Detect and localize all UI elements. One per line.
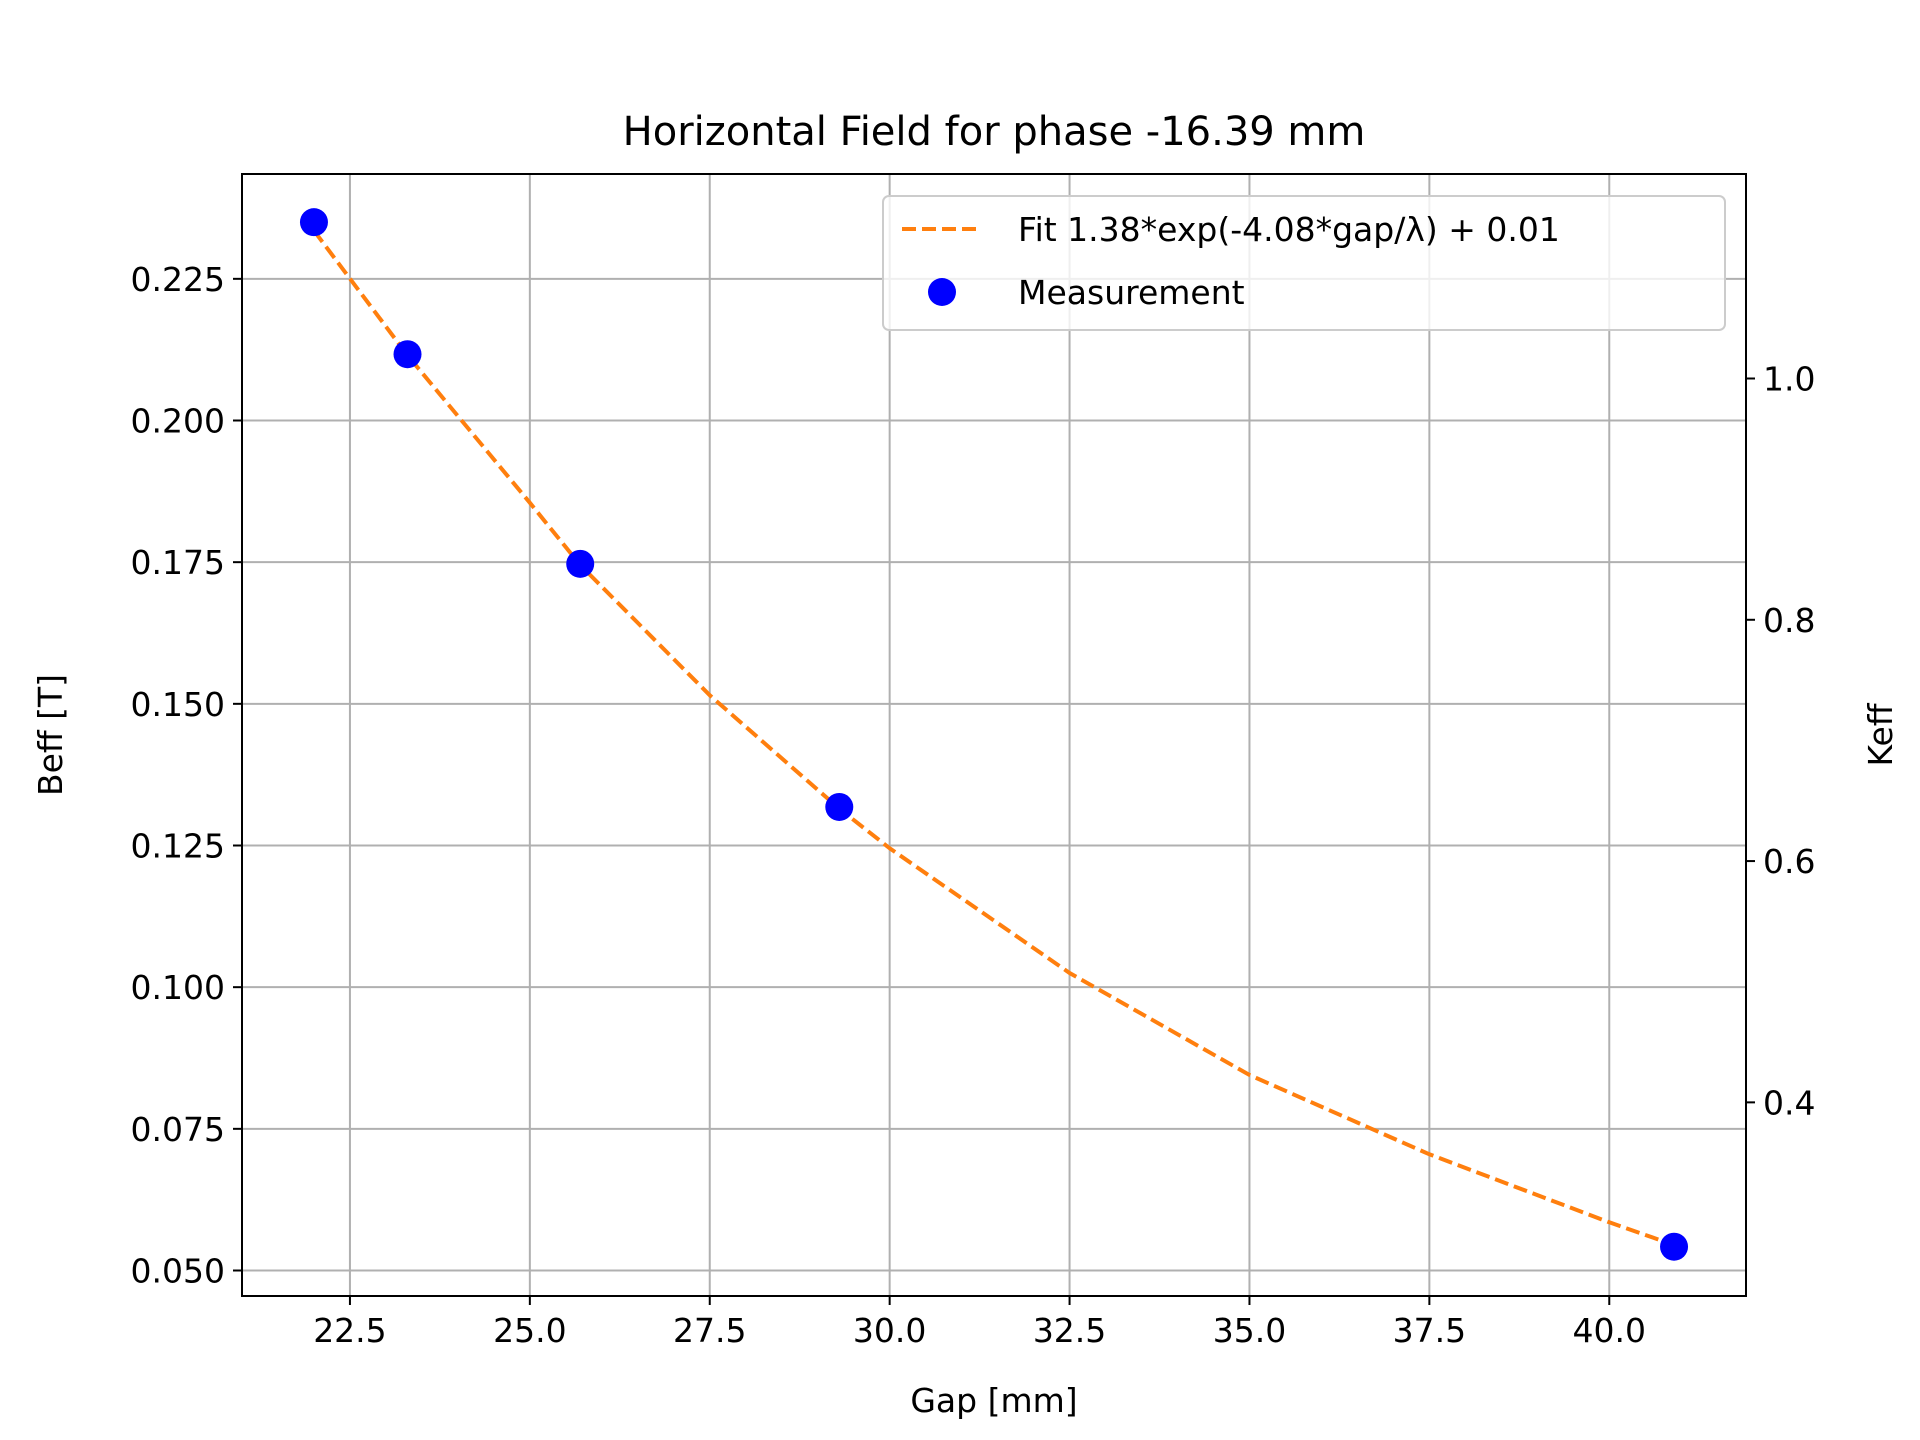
y-tick-label: 0.225 xyxy=(131,260,225,299)
x-axis-ticks: 22.5 25.0 27.5 30.0 32.5 35.0 37.5 40.0 xyxy=(313,1296,1646,1350)
y2-tick-label: 0.8 xyxy=(1763,601,1815,640)
axes-frame xyxy=(241,173,1747,1297)
measurement-point xyxy=(393,340,422,369)
x-tick-label: 25.0 xyxy=(493,1311,566,1350)
y2-tick-label: 0.6 xyxy=(1763,842,1815,881)
y2-axis-title: Keff xyxy=(1861,702,1900,766)
fit-curve-line xyxy=(312,229,1675,1247)
grid-lines xyxy=(242,174,1746,1296)
x-tick-label: 32.5 xyxy=(1033,1311,1106,1350)
legend: Fit 1.38*exp(-4.08*gap/λ) + 0.01 Measure… xyxy=(882,195,1726,331)
x-tick-label: 27.5 xyxy=(673,1311,746,1350)
plot-area xyxy=(299,208,1689,1261)
x-tick-label: 35.0 xyxy=(1213,1311,1286,1350)
y-tick-label: 0.175 xyxy=(131,543,225,582)
measurement-point xyxy=(299,208,328,237)
y-tick-label: 0.100 xyxy=(131,968,225,1007)
y-tick-label: 0.200 xyxy=(131,402,225,441)
legend-measurement-label: Measurement xyxy=(1018,273,1245,312)
x-tick-label: 30.0 xyxy=(853,1311,926,1350)
x-tick-label: 22.5 xyxy=(313,1311,386,1350)
y2-axis-ticks: 0.4 0.6 0.8 1.0 xyxy=(1746,359,1815,1122)
x-tick-label: 37.5 xyxy=(1393,1311,1466,1350)
x-axis-title: Gap [mm] xyxy=(910,1381,1077,1420)
y-axis-ticks: 0.050 0.075 0.100 0.125 0.150 0.175 0.200 0.225 xyxy=(131,260,242,1291)
y-tick-label: 0.125 xyxy=(131,827,225,866)
measurement-point xyxy=(825,792,854,821)
y-tick-label: 0.075 xyxy=(131,1110,225,1149)
measurement-point xyxy=(1660,1232,1689,1261)
y-tick-label: 0.050 xyxy=(131,1252,225,1291)
legend-box xyxy=(882,195,1726,331)
legend-fit-label: Fit 1.38*exp(-4.08*gap/λ) + 0.01 xyxy=(1018,210,1560,249)
y-axis-title: Beff [T] xyxy=(31,674,70,796)
y2-tick-label: 1.0 xyxy=(1763,359,1815,398)
legend-measurement-swatch xyxy=(928,278,956,306)
measurement-point xyxy=(566,549,595,578)
x-tick-label: 40.0 xyxy=(1573,1311,1646,1350)
y2-tick-label: 0.4 xyxy=(1763,1083,1815,1122)
y-tick-label: 0.150 xyxy=(131,685,225,724)
chart-title: Horizontal Field for phase -16.39 mm xyxy=(623,109,1366,155)
